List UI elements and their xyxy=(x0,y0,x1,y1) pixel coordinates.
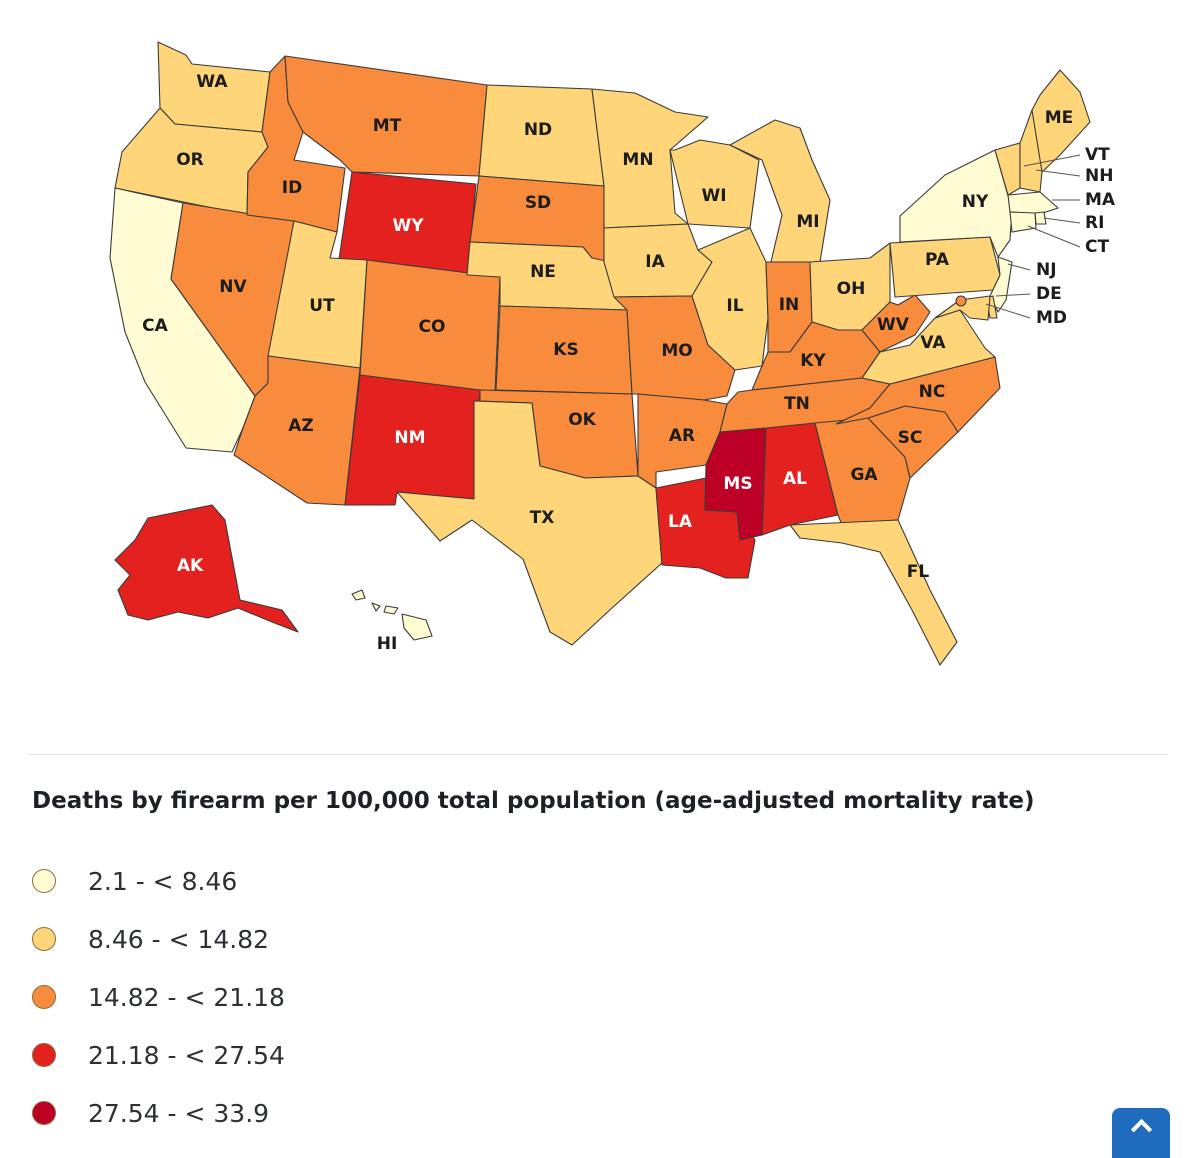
state-label-la: LA xyxy=(668,512,693,532)
state-label-ct: CT xyxy=(1085,237,1109,257)
legend-swatch xyxy=(32,927,56,951)
callout-line-vt xyxy=(1023,154,1081,167)
state-label-ok: OK xyxy=(568,410,596,430)
callout-line-nj xyxy=(1007,263,1031,271)
callout-line-ri xyxy=(1043,217,1081,224)
state-label-wa: WA xyxy=(196,72,228,92)
legend-label: 14.82 - < 21.18 xyxy=(88,982,285,1012)
legend-label: 27.54 - < 33.9 xyxy=(88,1098,270,1128)
legend-label: 2.1 - < 8.46 xyxy=(88,866,238,896)
state-label-ak: AK xyxy=(177,556,204,576)
state-label-ca: CA xyxy=(142,316,168,336)
states-layer xyxy=(109,41,1091,666)
state-label-ma: MA xyxy=(1085,190,1116,210)
legend-item[interactable]: 27.54 - < 33.9 xyxy=(32,1084,285,1142)
state-label-mi: MI xyxy=(796,212,819,232)
state-ct[interactable] xyxy=(1009,211,1037,233)
state-label-sc: SC xyxy=(898,428,923,448)
state-tx[interactable] xyxy=(396,400,663,646)
state-label-nv: NV xyxy=(219,277,247,297)
state-label-tx: TX xyxy=(530,508,555,528)
state-label-nm: NM xyxy=(394,428,425,448)
state-label-hi: HI xyxy=(377,634,398,654)
state-label-il: IL xyxy=(726,296,743,316)
state-ny[interactable] xyxy=(899,149,1013,258)
state-label-ar: AR xyxy=(669,426,695,446)
state-label-ga: GA xyxy=(850,465,878,485)
state-dc[interactable] xyxy=(955,295,967,307)
state-label-sd: SD xyxy=(525,193,551,213)
state-label-mt: MT xyxy=(373,116,402,136)
state-wi[interactable] xyxy=(669,139,760,229)
state-ak[interactable] xyxy=(114,504,299,633)
state-nc[interactable] xyxy=(835,356,1001,433)
state-label-tn: TN xyxy=(784,394,810,414)
scroll-to-top-button[interactable] xyxy=(1112,1108,1170,1158)
state-label-fl: FL xyxy=(907,562,930,582)
state-label-wv: WV xyxy=(877,315,910,335)
state-label-co: CO xyxy=(419,317,446,337)
callout-line-nh xyxy=(1035,169,1081,177)
state-label-ia: IA xyxy=(645,252,665,272)
legend-swatch xyxy=(32,985,56,1009)
state-mn[interactable] xyxy=(591,88,709,229)
callout-line-de xyxy=(995,293,1031,297)
state-label-ny: NY xyxy=(962,192,989,212)
state-label-in: IN xyxy=(779,295,800,315)
state-label-de: DE xyxy=(1036,284,1062,304)
state-label-ky: KY xyxy=(800,351,826,371)
state-label-md: MD xyxy=(1036,308,1067,328)
state-label-pa: PA xyxy=(925,250,950,270)
state-label-al: AL xyxy=(783,469,807,489)
state-label-id: ID xyxy=(282,178,302,198)
state-label-ne: NE xyxy=(530,262,556,282)
legend-swatch xyxy=(32,1043,56,1067)
us-choropleth-map: WA OR CA NV ID MT WY UT AZ CO NM ND SD NE KS OK TX MN IA MO… xyxy=(109,41,1116,666)
state-hi[interactable] xyxy=(351,589,433,641)
state-label-vt: VT xyxy=(1085,145,1110,165)
state-ma[interactable] xyxy=(1007,191,1059,215)
state-fl[interactable] xyxy=(789,519,958,666)
state-il[interactable] xyxy=(691,227,769,371)
state-label-me: ME xyxy=(1045,108,1074,128)
state-al[interactable] xyxy=(761,422,839,536)
state-label-ri: RI xyxy=(1085,213,1104,233)
legend-swatch xyxy=(32,869,56,893)
callout-line-md xyxy=(985,303,1031,319)
state-wv[interactable] xyxy=(861,294,931,353)
state-label-az: AZ xyxy=(288,416,313,436)
state-label-nd: ND xyxy=(524,120,552,140)
legend-divider xyxy=(28,754,1168,755)
state-label-nj: NJ xyxy=(1036,260,1057,280)
state-label-wi: WI xyxy=(701,186,726,206)
state-label-wy: WY xyxy=(392,216,424,236)
legend-item[interactable]: 14.82 - < 21.18 xyxy=(32,968,285,1026)
state-label-mo: MO xyxy=(661,341,692,361)
state-label-nh: NH xyxy=(1085,166,1113,186)
state-label-va: VA xyxy=(920,333,946,353)
legend-item[interactable]: 2.1 - < 8.46 xyxy=(32,852,285,910)
legend-item[interactable]: 21.18 - < 27.54 xyxy=(32,1026,285,1084)
state-mi[interactable] xyxy=(729,119,831,267)
legend-label: 21.18 - < 27.54 xyxy=(88,1040,285,1070)
state-labels: WA OR CA NV ID MT WY UT AZ CO NM ND SD NE KS OK TX MN IA MO… xyxy=(142,72,1116,654)
legend-item[interactable]: 8.46 - < 14.82 xyxy=(32,910,285,968)
state-nh[interactable] xyxy=(1019,109,1043,193)
state-label-oh: OH xyxy=(837,279,866,299)
state-label-nc: NC xyxy=(919,382,946,402)
legend-label: 8.46 - < 14.82 xyxy=(88,924,270,954)
state-label-mn: MN xyxy=(622,150,653,170)
state-nj[interactable] xyxy=(989,256,1013,313)
state-label-ks: KS xyxy=(553,340,578,360)
legend-title: Deaths by firearm per 100,000 total popu… xyxy=(32,788,1035,814)
state-label-or: OR xyxy=(176,150,204,170)
callout-line-ct xyxy=(1027,225,1081,248)
state-label-ut: UT xyxy=(309,296,335,316)
legend: 2.1 - < 8.46 8.46 - < 14.82 14.82 - < 21… xyxy=(32,852,285,1142)
legend-swatch xyxy=(32,1101,56,1125)
state-label-ms: MS xyxy=(723,474,752,494)
